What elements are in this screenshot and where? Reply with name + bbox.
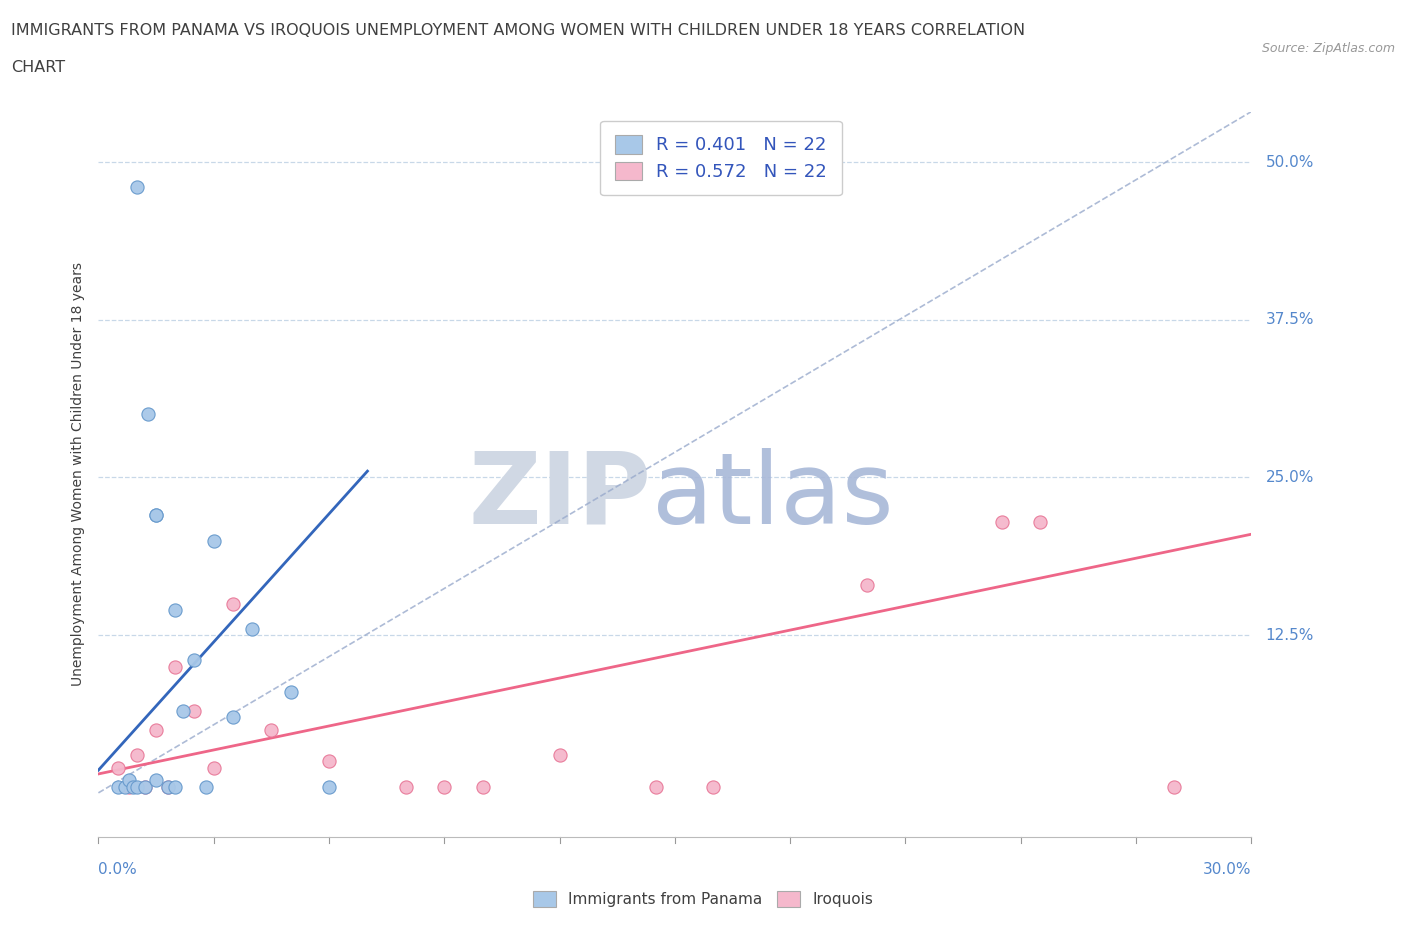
Text: 30.0%: 30.0%: [1204, 862, 1251, 877]
Point: [145, 773, 167, 788]
Point: [165, 603, 187, 618]
Point: [202, 533, 225, 548]
Point: [702, 779, 724, 794]
Y-axis label: Unemployment Among Women with Children Under 18 years: Unemployment Among Women with Children U…: [70, 262, 84, 686]
Point: [145, 723, 167, 737]
Point: [145, 508, 167, 523]
Point: [114, 779, 136, 794]
Text: 50.0%: 50.0%: [1265, 154, 1313, 169]
Point: [856, 578, 879, 592]
Point: [222, 596, 245, 611]
Point: [280, 684, 302, 699]
Point: [138, 407, 160, 422]
Point: [1029, 514, 1052, 529]
Legend: R = 0.401   N = 22, R = 0.572   N = 22: R = 0.401 N = 22, R = 0.572 N = 22: [600, 121, 842, 195]
Point: [395, 779, 418, 794]
Point: [122, 779, 145, 794]
Point: [548, 748, 571, 763]
Point: [433, 779, 456, 794]
Point: [107, 779, 129, 794]
Text: 37.5%: 37.5%: [1265, 312, 1313, 327]
Point: [318, 754, 340, 769]
Point: [202, 760, 225, 775]
Point: [165, 779, 187, 794]
Text: atlas: atlas: [652, 447, 893, 545]
Text: 12.5%: 12.5%: [1265, 628, 1313, 643]
Point: [145, 508, 167, 523]
Text: CHART: CHART: [11, 60, 65, 75]
Text: 25.0%: 25.0%: [1265, 470, 1313, 485]
Point: [107, 760, 129, 775]
Point: [260, 723, 283, 737]
Point: [125, 748, 148, 763]
Text: 0.0%: 0.0%: [98, 862, 138, 877]
Legend: Immigrants from Panama, Iroquois: Immigrants from Panama, Iroquois: [527, 884, 879, 913]
Text: ZIP: ZIP: [470, 447, 652, 545]
Point: [125, 779, 148, 794]
Point: [990, 514, 1012, 529]
Point: [644, 779, 666, 794]
Point: [118, 779, 141, 794]
Point: [222, 710, 245, 724]
Point: [125, 179, 148, 194]
Text: Source: ZipAtlas.com: Source: ZipAtlas.com: [1261, 42, 1395, 55]
Point: [134, 779, 156, 794]
Point: [318, 779, 340, 794]
Point: [118, 773, 141, 788]
Point: [156, 779, 179, 794]
Point: [134, 779, 156, 794]
Point: [1163, 779, 1185, 794]
Point: [183, 653, 205, 668]
Point: [195, 779, 218, 794]
Point: [156, 779, 179, 794]
Text: IMMIGRANTS FROM PANAMA VS IROQUOIS UNEMPLOYMENT AMONG WOMEN WITH CHILDREN UNDER : IMMIGRANTS FROM PANAMA VS IROQUOIS UNEMP…: [11, 23, 1025, 38]
Point: [183, 703, 205, 718]
Point: [172, 703, 194, 718]
Point: [240, 621, 263, 636]
Point: [165, 659, 187, 674]
Point: [471, 779, 494, 794]
